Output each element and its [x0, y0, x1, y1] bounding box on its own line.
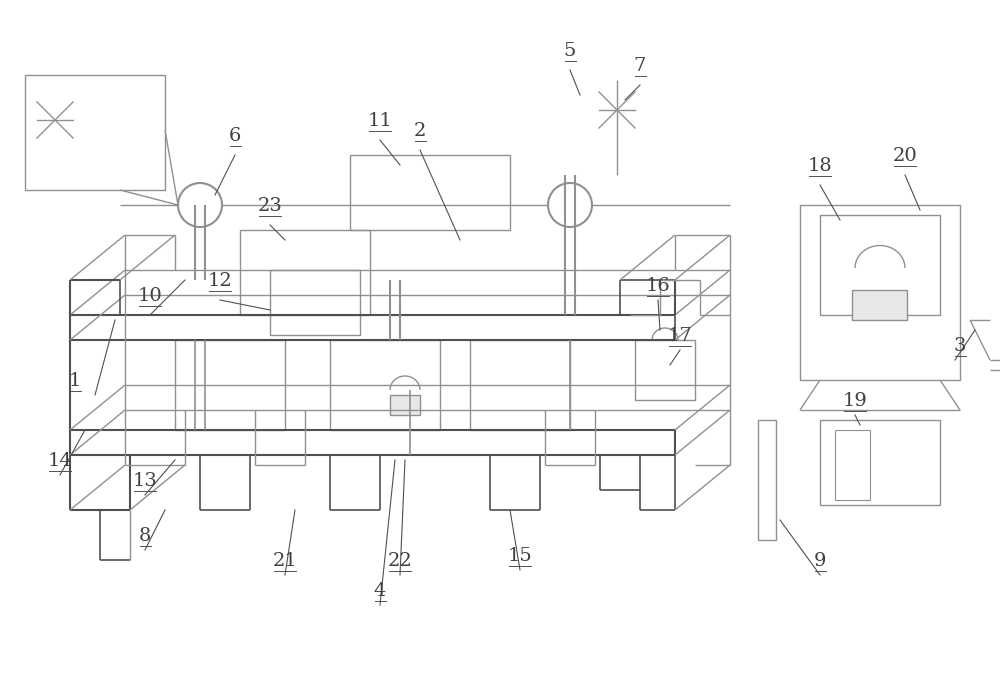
Text: 3: 3: [954, 337, 966, 355]
Text: 10: 10: [138, 287, 162, 305]
Text: 6: 6: [229, 127, 241, 145]
Bar: [240, 230, 370, 315]
Text: 14: 14: [48, 452, 72, 470]
Text: 8: 8: [139, 527, 151, 545]
Text: 20: 20: [893, 147, 917, 165]
Text: 18: 18: [808, 157, 832, 175]
Text: 13: 13: [133, 472, 157, 490]
Text: 23: 23: [258, 197, 282, 215]
Bar: [635, 340, 695, 400]
Text: 17: 17: [668, 327, 692, 345]
Bar: [470, 340, 570, 430]
Bar: [820, 215, 940, 315]
Bar: [175, 340, 285, 430]
Text: 5: 5: [564, 42, 576, 60]
Bar: [758, 420, 776, 540]
Text: 15: 15: [508, 547, 532, 565]
Text: 21: 21: [273, 552, 297, 570]
Text: 22: 22: [388, 552, 412, 570]
Bar: [25, 75, 165, 190]
Text: 12: 12: [208, 272, 232, 290]
Text: 11: 11: [368, 112, 392, 130]
Text: 1: 1: [69, 372, 81, 390]
Bar: [390, 395, 420, 415]
Text: 2: 2: [414, 122, 426, 140]
Text: 9: 9: [814, 552, 826, 570]
Bar: [270, 270, 360, 335]
Bar: [852, 290, 907, 320]
Text: 19: 19: [843, 392, 867, 410]
Text: 4: 4: [374, 582, 386, 600]
Bar: [350, 155, 510, 230]
Bar: [820, 420, 940, 505]
Text: 7: 7: [634, 57, 646, 75]
Bar: [330, 340, 440, 430]
Bar: [800, 205, 960, 380]
Text: 16: 16: [646, 277, 670, 295]
